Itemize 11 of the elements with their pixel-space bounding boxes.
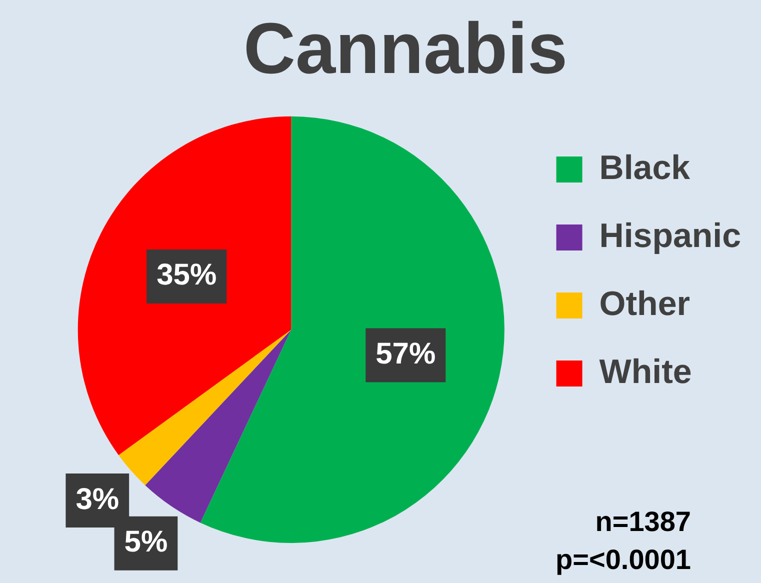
data-label: 57% xyxy=(376,338,436,371)
data-label: 3% xyxy=(76,482,120,516)
legend-label: Black xyxy=(599,148,690,187)
data-label: 5% xyxy=(124,526,168,559)
data-label: 35% xyxy=(156,258,217,292)
chart-title: Cannabis xyxy=(243,9,568,90)
legend-label: Other xyxy=(599,284,690,323)
legend-label: Hispanic xyxy=(599,216,742,255)
text: n=1387 xyxy=(594,505,691,539)
text: p=<0.0001 xyxy=(556,543,691,577)
legend-label: White xyxy=(599,352,692,391)
